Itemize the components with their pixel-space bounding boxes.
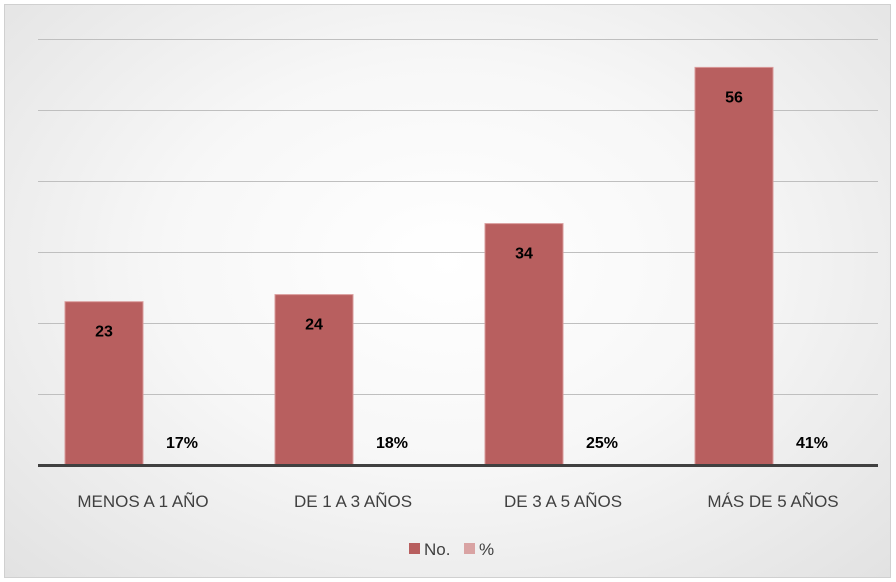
- bar-no: [694, 66, 774, 466]
- legend-label: %: [479, 540, 494, 559]
- bar-no: [274, 294, 354, 466]
- x-tick-label: MÁS DE 5 AÑOS: [707, 492, 838, 511]
- x-tick-label: MENOS A 1 AÑO: [77, 492, 208, 511]
- legend-label: No.: [424, 540, 450, 559]
- data-label: 56: [725, 89, 743, 106]
- legend-swatch: [409, 543, 420, 554]
- data-label: 24: [305, 317, 323, 334]
- bar-no: [64, 301, 144, 466]
- data-label: 25%: [586, 435, 618, 452]
- data-label: 18%: [376, 435, 408, 452]
- data-label: 17%: [166, 435, 198, 452]
- x-tick-label: DE 1 A 3 AÑOS: [294, 492, 412, 511]
- data-label: 41%: [796, 435, 828, 452]
- data-label: 34: [515, 246, 533, 263]
- data-label: 23: [95, 324, 113, 341]
- bar-no: [484, 223, 564, 466]
- x-tick-label: DE 3 A 5 AÑOS: [504, 492, 622, 511]
- legend-swatch: [464, 543, 475, 554]
